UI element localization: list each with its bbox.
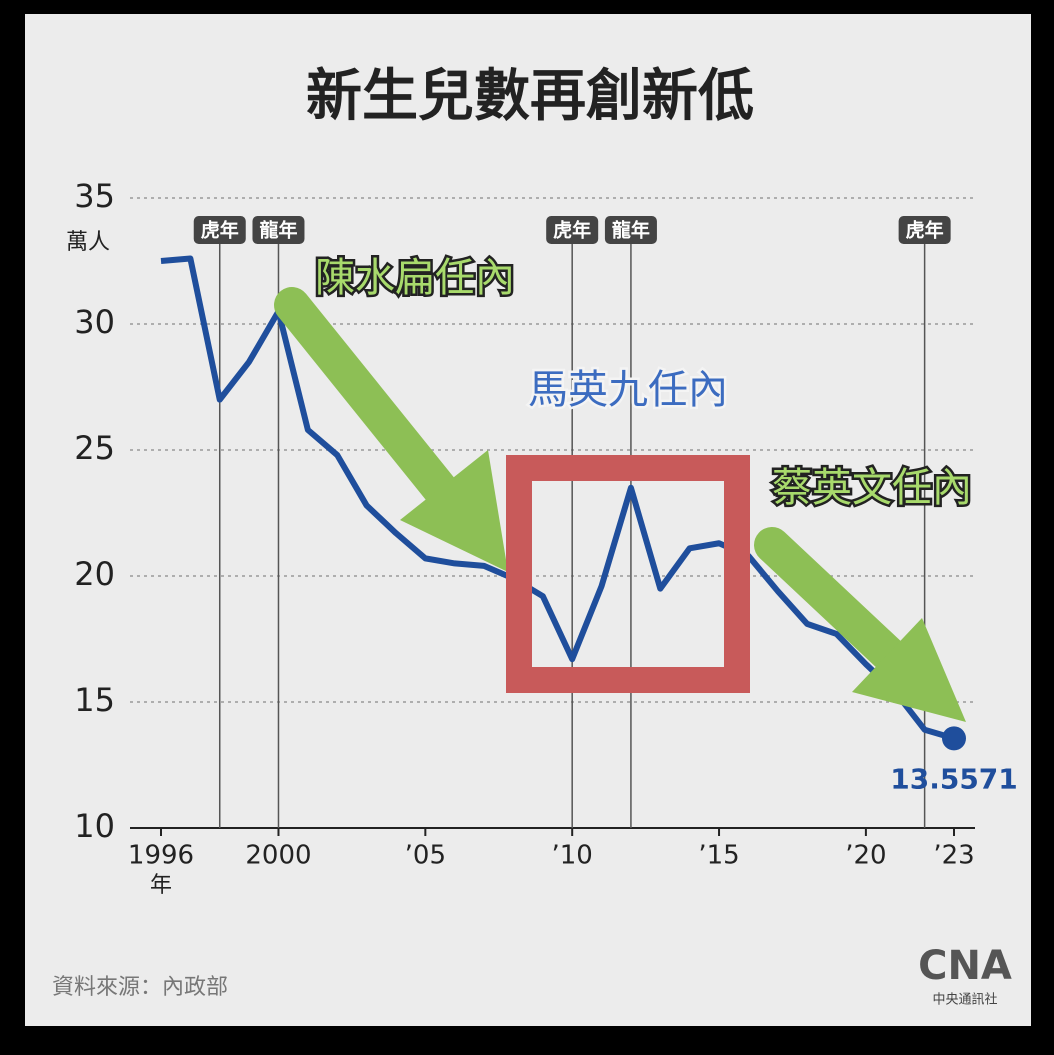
arrow-head — [852, 618, 966, 722]
logo-caption: 中央通訊社 — [932, 992, 997, 1008]
y-tick-label: 30 — [74, 303, 115, 341]
year-marker-label: 龍年 — [259, 219, 297, 242]
y-tick-label: 10 — [74, 807, 115, 845]
x-unit-label: 年 — [150, 873, 172, 898]
chart-title: 新生兒數再創新低 — [306, 64, 754, 129]
annotation: 馬英九任內 — [528, 367, 728, 413]
year-marker-box — [898, 216, 951, 244]
x-tick-label: ’20 — [845, 841, 886, 871]
x-tick-label: ’23 — [933, 841, 974, 871]
y-tick-label: 20 — [74, 555, 115, 593]
line — [160, 255, 955, 742]
y-tick-label: 15 — [74, 681, 115, 719]
x-tick-label: ’10 — [552, 841, 593, 871]
x-tick-label: ’15 — [698, 841, 739, 871]
arrow-head — [400, 450, 508, 572]
annotation: 蔡英文任內 — [772, 465, 972, 511]
x-tick-label: 1996 — [128, 841, 194, 871]
y-tick-label: 25 — [74, 429, 115, 467]
year-marker-label: 虎年 — [553, 219, 591, 242]
year-marker-label: 虎年 — [201, 219, 239, 242]
annotation: 陳水扁任內 — [315, 255, 515, 301]
logo: CNA — [918, 943, 1012, 989]
year-marker-box — [604, 216, 657, 244]
year-marker-box — [546, 216, 599, 244]
x-tick-label: ’05 — [405, 841, 446, 871]
data-label: 13.5571 — [890, 762, 1018, 795]
arrow-shaft — [754, 527, 918, 683]
y-tick-label: 35 — [74, 177, 115, 215]
year-marker-box — [252, 216, 305, 244]
end-point — [942, 726, 966, 751]
x-tick-label: 2000 — [245, 841, 311, 871]
year-marker-label: 龍年 — [612, 219, 650, 242]
y-unit-label: 萬人 — [66, 230, 110, 255]
year-marker-box — [193, 216, 246, 244]
highlight-box — [506, 455, 750, 693]
source: 資料來源：內政部 — [52, 975, 228, 1000]
annotations: 陳水扁任內 馬英九任內 蔡英文任內 — [274, 253, 975, 722]
year-marker-label: 虎年 — [906, 219, 944, 242]
arrow-shaft — [274, 287, 463, 513]
